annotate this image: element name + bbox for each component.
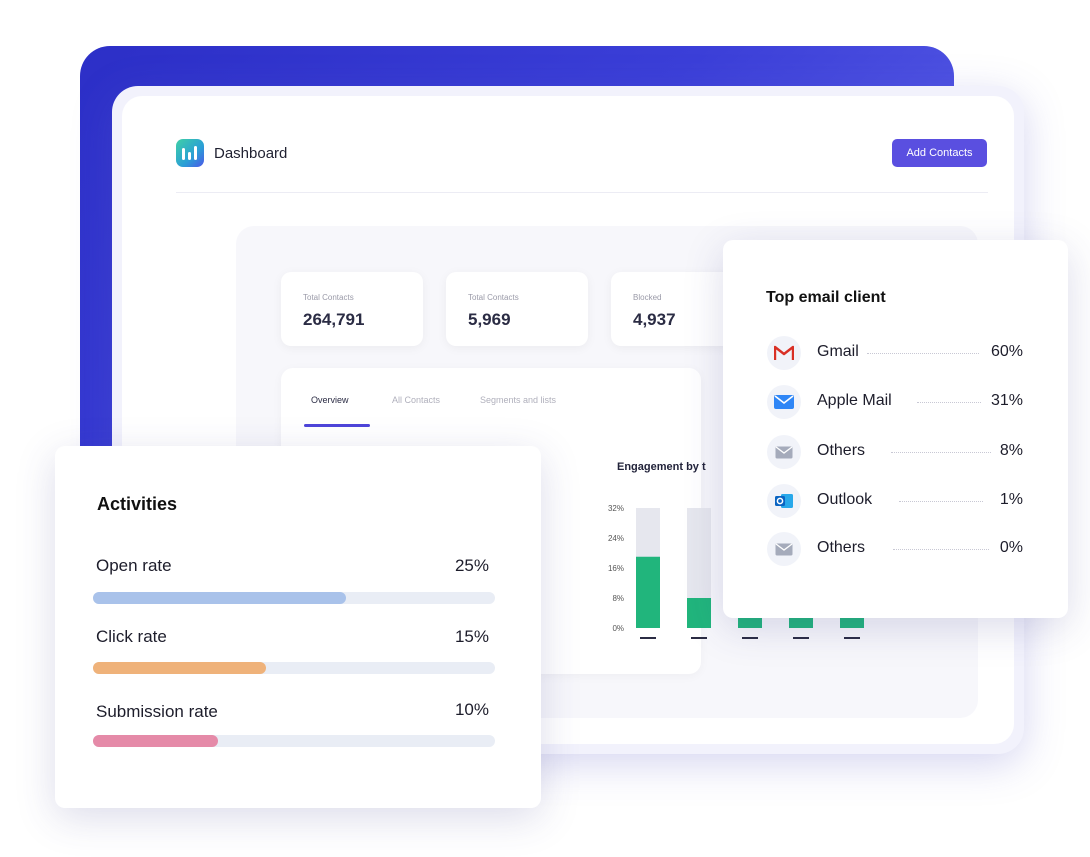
email-client-pct: 1% — [999, 491, 1023, 508]
email-client-pct: 60% — [990, 343, 1023, 360]
x-tick-mark — [691, 637, 707, 639]
tab-all-contacts[interactable]: All Contacts — [392, 395, 441, 405]
stat-value: 4,937 — [633, 310, 676, 329]
email-client-name: Others — [817, 539, 866, 556]
header-divider — [176, 192, 988, 193]
click-rate-value: 15% — [454, 627, 489, 646]
tab-overview[interactable]: Overview — [311, 395, 349, 405]
stat-card: Total Contacts 264,791 — [281, 272, 423, 346]
x-tick-mark — [793, 637, 809, 639]
y-tick-label: 32% — [608, 504, 624, 513]
submission-rate-bar-fill — [93, 735, 218, 747]
open-rate-value: 25% — [454, 556, 489, 575]
add-contacts-button[interactable]: Add Contacts — [892, 139, 987, 167]
stat-label: Blocked — [633, 293, 662, 302]
submission-rate-label: Submission rate — [96, 702, 218, 721]
y-tick-label: 24% — [608, 534, 624, 543]
click-rate-bar — [93, 662, 495, 674]
bar — [687, 598, 711, 628]
dotted-leader — [917, 402, 981, 403]
envelope-icon — [767, 435, 801, 469]
top-email-client-card: Top email client Gmail 60% Apple Mail 31… — [723, 240, 1068, 618]
app-logo-icon — [176, 139, 204, 167]
list-item: Apple Mail 31% — [767, 385, 1023, 419]
y-tick-label: 0% — [612, 624, 624, 633]
gmail-icon — [767, 336, 801, 370]
x-tick-mark — [640, 637, 656, 639]
email-client-pct: 0% — [999, 539, 1023, 556]
email-client-name: Others — [817, 442, 866, 459]
list-item: Gmail 60% — [767, 336, 1023, 370]
stat-card: Total Contacts 5,969 — [446, 272, 588, 346]
email-client-name: Gmail — [817, 343, 859, 360]
list-item: Others 0% — [767, 532, 1023, 566]
activities-card: Activities Open rate 25% Click rate 15% … — [55, 446, 541, 808]
stat-value: 264,791 — [303, 310, 365, 329]
dotted-leader — [891, 452, 991, 453]
email-client-pct: 31% — [990, 392, 1023, 409]
chart-title: Engagement by t — [617, 461, 706, 473]
open-rate-bar — [93, 592, 495, 604]
submission-rate-bar — [93, 735, 495, 747]
list-item: Outlook 1% — [767, 484, 1023, 518]
submission-rate-value: 10% — [454, 700, 489, 719]
stat-label: Total Contacts — [468, 293, 519, 302]
email-client-title: Top email client — [766, 289, 886, 306]
bar — [636, 556, 660, 628]
y-tick-label: 8% — [612, 594, 624, 603]
dotted-leader — [893, 549, 989, 550]
email-client-pct: 8% — [999, 442, 1023, 459]
stat-value: 5,969 — [468, 310, 511, 329]
email-client-name: Outlook — [817, 491, 873, 508]
x-tick-mark — [742, 637, 758, 639]
list-item: Others 8% — [767, 435, 1023, 469]
click-rate-label: Click rate — [96, 627, 167, 646]
y-tick-label: 16% — [608, 564, 624, 573]
activities-title: Activities — [97, 494, 178, 514]
email-client-name: Apple Mail — [817, 392, 892, 409]
tab-segments-and-lists[interactable]: Segments and lists — [480, 395, 557, 405]
envelope-icon — [767, 532, 801, 566]
dotted-leader — [867, 353, 979, 354]
open-rate-bar-fill — [93, 592, 347, 604]
active-tab-indicator — [304, 424, 370, 427]
open-rate-label: Open rate — [96, 556, 172, 575]
stat-label: Total Contacts — [303, 293, 354, 302]
apple-mail-icon — [767, 385, 801, 419]
x-tick-mark — [844, 637, 860, 639]
page-title: Dashboard — [214, 145, 288, 162]
click-rate-bar-fill — [93, 662, 266, 674]
dotted-leader — [899, 501, 983, 502]
outlook-icon — [767, 484, 801, 518]
